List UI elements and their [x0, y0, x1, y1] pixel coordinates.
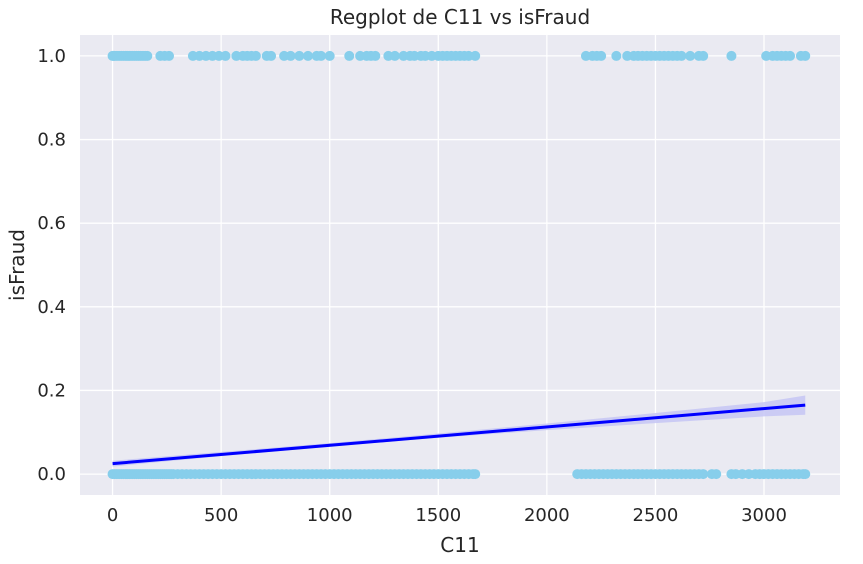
- x-tick-label: 3000: [741, 505, 787, 526]
- scatter-point: [676, 50, 687, 61]
- x-tick-label: 2000: [524, 505, 570, 526]
- scatter-point: [596, 50, 607, 61]
- scatter-point: [470, 50, 481, 61]
- scatter-point: [711, 469, 722, 480]
- x-tick-label: 0: [107, 505, 118, 526]
- scatter-point: [220, 50, 231, 61]
- scatter-point: [285, 50, 296, 61]
- scatter-point: [303, 50, 313, 61]
- scatter-point: [164, 50, 175, 61]
- y-tick-label: 0.2: [37, 380, 66, 401]
- scatter-point: [800, 469, 811, 480]
- scatter-point: [470, 469, 481, 480]
- y-tick-label: 0.0: [37, 464, 66, 485]
- scatter-point: [785, 50, 796, 61]
- scatter-point: [685, 50, 696, 61]
- scatter-point: [324, 50, 335, 61]
- y-tick-label: 0.4: [37, 297, 66, 318]
- scatter-points: [107, 50, 811, 480]
- plot-background: [80, 35, 840, 495]
- y-tick-label: 1.0: [37, 46, 66, 67]
- scatter-point: [370, 50, 381, 61]
- y-tick-label: 0.8: [37, 130, 66, 151]
- x-tick-label: 2500: [633, 505, 679, 526]
- x-axis-ticks: 0 500 1000 1500 2000 2500 3000: [107, 505, 787, 526]
- scatter-point: [344, 50, 355, 61]
- scatter-point: [316, 50, 327, 61]
- scatter-point: [142, 50, 153, 61]
- scatter-point: [266, 50, 277, 61]
- scatter-point: [389, 50, 400, 61]
- scatter-point: [698, 469, 709, 480]
- y-axis-label: isFraud: [5, 229, 29, 301]
- x-axis-label: C11: [440, 533, 479, 557]
- x-tick-label: 1500: [415, 505, 461, 526]
- regression-line: [112, 403, 806, 466]
- scatter-point: [294, 50, 305, 61]
- scatter-point: [250, 50, 261, 61]
- regression-line-group: [112, 403, 806, 466]
- y-tick-label: 0.6: [37, 213, 66, 234]
- scatter-point: [611, 50, 622, 61]
- scatter-point: [726, 50, 737, 61]
- y-axis-ticks: 0.0 0.2 0.4 0.6 0.8 1.0: [37, 46, 66, 485]
- x-tick-label: 500: [204, 505, 238, 526]
- scatter-point: [698, 50, 709, 61]
- x-tick-label: 1000: [307, 505, 353, 526]
- scatter-point: [800, 50, 811, 61]
- chart-title: Regplot de C11 vs isFraud: [330, 5, 590, 29]
